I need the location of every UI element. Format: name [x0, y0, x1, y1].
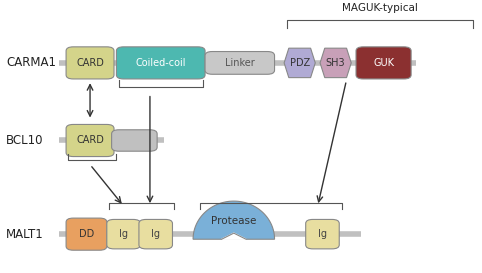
FancyBboxPatch shape	[66, 124, 114, 156]
Polygon shape	[222, 233, 246, 239]
FancyBboxPatch shape	[112, 130, 157, 151]
Text: MALT1: MALT1	[6, 228, 44, 241]
Text: Ig: Ig	[151, 229, 160, 239]
Text: Linker: Linker	[225, 58, 254, 68]
FancyBboxPatch shape	[116, 47, 205, 79]
FancyBboxPatch shape	[306, 219, 339, 249]
Text: CARD: CARD	[76, 58, 104, 68]
Text: Coiled-coil: Coiled-coil	[135, 58, 186, 68]
Text: Ig: Ig	[318, 229, 327, 239]
Polygon shape	[320, 48, 351, 78]
Text: MAGUK-typical: MAGUK-typical	[342, 3, 418, 13]
Text: CARD: CARD	[76, 135, 104, 146]
FancyBboxPatch shape	[66, 47, 114, 79]
FancyBboxPatch shape	[139, 219, 173, 249]
FancyBboxPatch shape	[205, 52, 275, 74]
Text: GUK: GUK	[373, 58, 394, 68]
FancyBboxPatch shape	[107, 219, 140, 249]
Text: Ig: Ig	[119, 229, 128, 239]
Text: CARMA1: CARMA1	[6, 57, 56, 69]
Polygon shape	[284, 48, 315, 78]
FancyBboxPatch shape	[66, 218, 107, 250]
FancyBboxPatch shape	[356, 47, 411, 79]
Text: PDZ: PDZ	[290, 58, 310, 68]
Text: BCL10: BCL10	[6, 134, 44, 147]
Text: SH3: SH3	[326, 58, 346, 68]
Text: DD: DD	[79, 229, 94, 239]
PathPatch shape	[193, 201, 275, 239]
Text: Protease: Protease	[211, 216, 256, 226]
